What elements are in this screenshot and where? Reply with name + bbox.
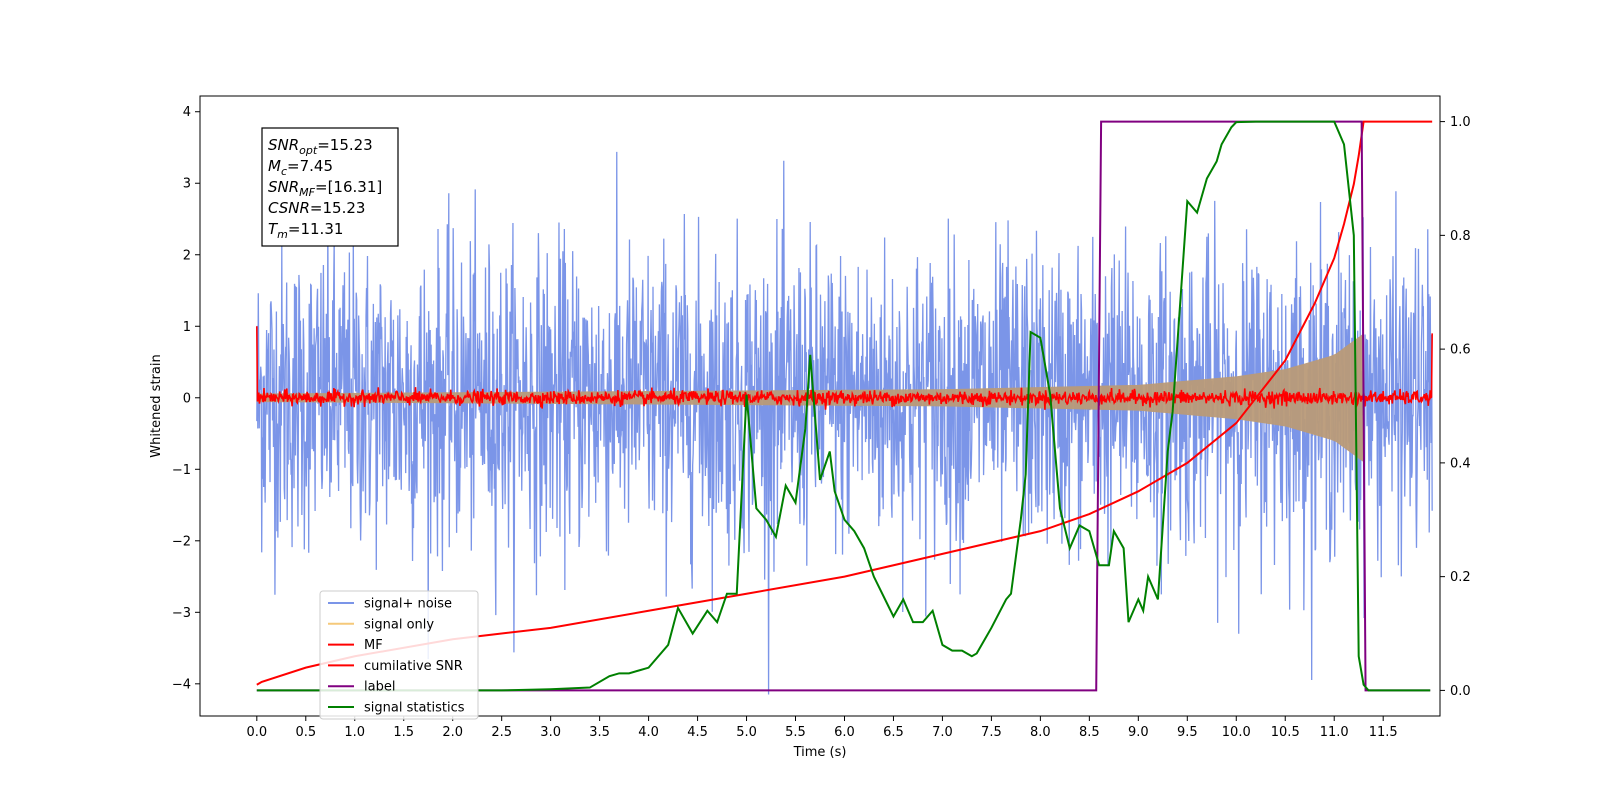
y-tick-label-left: 1 xyxy=(183,320,191,335)
y-tick-label-left: −1 xyxy=(172,463,191,478)
x-tick-label: 6.0 xyxy=(834,725,855,740)
legend-entry: signal only xyxy=(364,617,434,632)
x-tick-label: 0.5 xyxy=(295,725,316,740)
series-signal-statistics xyxy=(256,120,1431,692)
x-tick-label: 5.0 xyxy=(736,725,757,740)
y-tick-label-left: 2 xyxy=(183,248,191,263)
y-tick-label-left: 0 xyxy=(183,391,191,406)
x-tick-label: 4.5 xyxy=(687,725,708,740)
x-tick-label: 10.5 xyxy=(1271,725,1300,740)
y-tick-label-left: 3 xyxy=(183,177,191,192)
x-tick-label: 6.5 xyxy=(883,725,904,740)
axes: 0.0 0.5 1.0 1.5 2.0 2.5 3.0 3.5 4.0 4.5 5.0 5.5 6.0 6… xyxy=(172,105,1471,740)
x-tick-label: 8.0 xyxy=(1030,725,1051,740)
x-tick-label: 8.5 xyxy=(1079,725,1100,740)
info-box: SNRopt=15.23Mc=7.45SNRMF=[16.31]CSNR=15.… xyxy=(261,127,399,247)
x-tick-label: 11.5 xyxy=(1369,725,1398,740)
legend-entry: cumilative SNR xyxy=(364,659,463,674)
info-line: CSNR=15.23 xyxy=(268,199,365,217)
axes-frame xyxy=(199,95,1441,717)
info-line: Mc=7.45 xyxy=(268,157,333,178)
info-line: Tm=11.31 xyxy=(268,220,343,241)
x-tick-label: 7.0 xyxy=(932,725,953,740)
x-tick-label: 7.5 xyxy=(981,725,1002,740)
x-tick-label: 0.0 xyxy=(246,725,267,740)
x-axis-label: Time (s) xyxy=(793,745,847,760)
series-mf xyxy=(256,326,1433,410)
legend-entry: label xyxy=(364,680,395,695)
x-tick-label: 2.0 xyxy=(442,725,463,740)
y-tick-label-right: 1.0 xyxy=(1450,115,1471,130)
info-line: SNRMF=[16.31] xyxy=(268,178,382,199)
x-tick-label: 4.0 xyxy=(638,725,659,740)
y-tick-label-right: 0.2 xyxy=(1450,570,1471,585)
legend-entry: signal+ noise xyxy=(364,597,452,612)
y-tick-label-left: −3 xyxy=(172,606,191,621)
y-tick-label-left: −2 xyxy=(172,534,191,549)
y-tick-label-right: 0.4 xyxy=(1450,456,1471,471)
info-line: SNRopt=15.23 xyxy=(268,136,373,157)
x-tick-label: 1.5 xyxy=(393,725,414,740)
legend-entry: MF xyxy=(364,638,383,653)
y-tick-label-left: −4 xyxy=(172,677,191,692)
x-tick-label: 11.0 xyxy=(1320,725,1349,740)
x-tick-label: 3.0 xyxy=(540,725,561,740)
y-tick-label-right: 0.8 xyxy=(1450,229,1471,244)
x-tick-label: 1.0 xyxy=(344,725,365,740)
legend: signal+ noise signal only MF cumilative SNR… xyxy=(319,590,479,720)
y-tick-label-left: 4 xyxy=(183,105,191,120)
y-axis-label-left: Whitened strain xyxy=(149,354,164,457)
x-tick-label: 5.5 xyxy=(785,725,806,740)
legend-entry: signal statistics xyxy=(364,701,465,716)
x-tick-label: 9.5 xyxy=(1177,725,1198,740)
x-tick-label: 2.5 xyxy=(491,725,512,740)
y-tick-label-right: 0.6 xyxy=(1450,343,1471,358)
x-tick-label: 9.0 xyxy=(1128,725,1149,740)
info-box-frame xyxy=(261,127,399,247)
x-tick-label: 3.5 xyxy=(589,725,610,740)
legend-frame xyxy=(319,590,479,720)
y-tick-label-right: 0.0 xyxy=(1450,684,1471,699)
x-tick-label: 10.0 xyxy=(1222,725,1251,740)
